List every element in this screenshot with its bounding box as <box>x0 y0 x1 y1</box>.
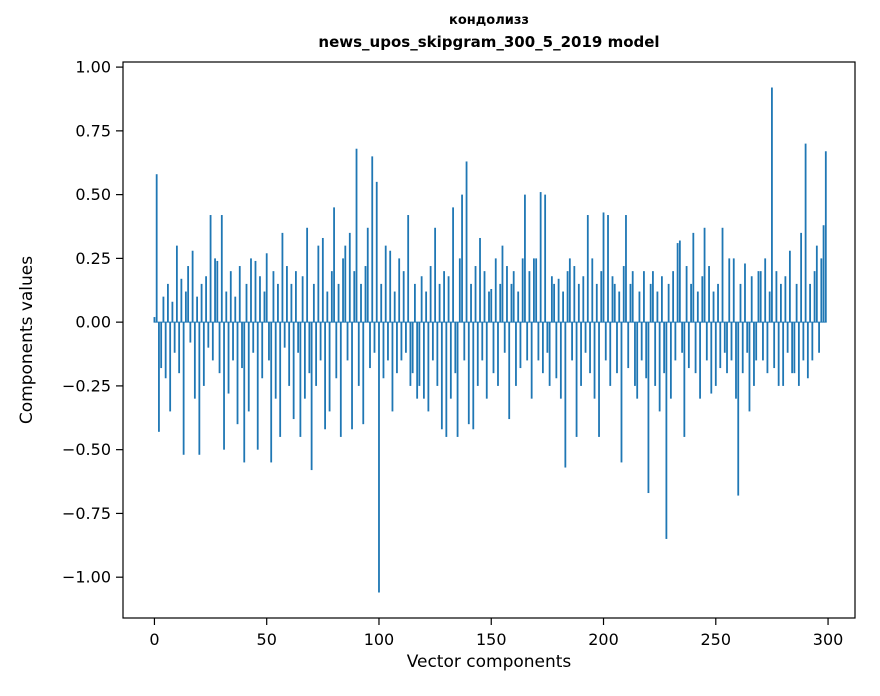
tick-label: 0.00 <box>75 313 111 332</box>
tick-label: −0.25 <box>62 376 111 395</box>
chart-subtitle: news_upos_skipgram_300_5_2019 model <box>318 33 660 51</box>
tick-label: 250 <box>701 630 732 649</box>
tick-label: 50 <box>257 630 277 649</box>
x-axis-label: Vector components <box>406 652 572 672</box>
chart-title: кондолизз <box>449 13 529 28</box>
bar-series <box>153 87 827 593</box>
tick-label: 0.50 <box>75 185 111 204</box>
y-axis-label: Components values <box>17 255 37 425</box>
tick-label: 150 <box>476 630 507 649</box>
tick-label: 200 <box>588 630 619 649</box>
tick-label: 300 <box>813 630 844 649</box>
tick-label: −0.75 <box>62 504 111 523</box>
tick-label: −0.50 <box>62 440 111 459</box>
axis-ticks: 1.00 0.75 0.50 0.25 0.00 −0.25 −0.50 −0.75 −1.00… <box>62 58 843 649</box>
tick-label: 0.75 <box>75 121 111 140</box>
tick-label: −1.00 <box>62 568 111 587</box>
axes-frame <box>122 61 856 619</box>
tick-label: 0 <box>149 630 159 649</box>
tick-label: 100 <box>364 630 395 649</box>
tick-label: 1.00 <box>75 58 111 77</box>
tick-label: 0.25 <box>75 249 111 268</box>
